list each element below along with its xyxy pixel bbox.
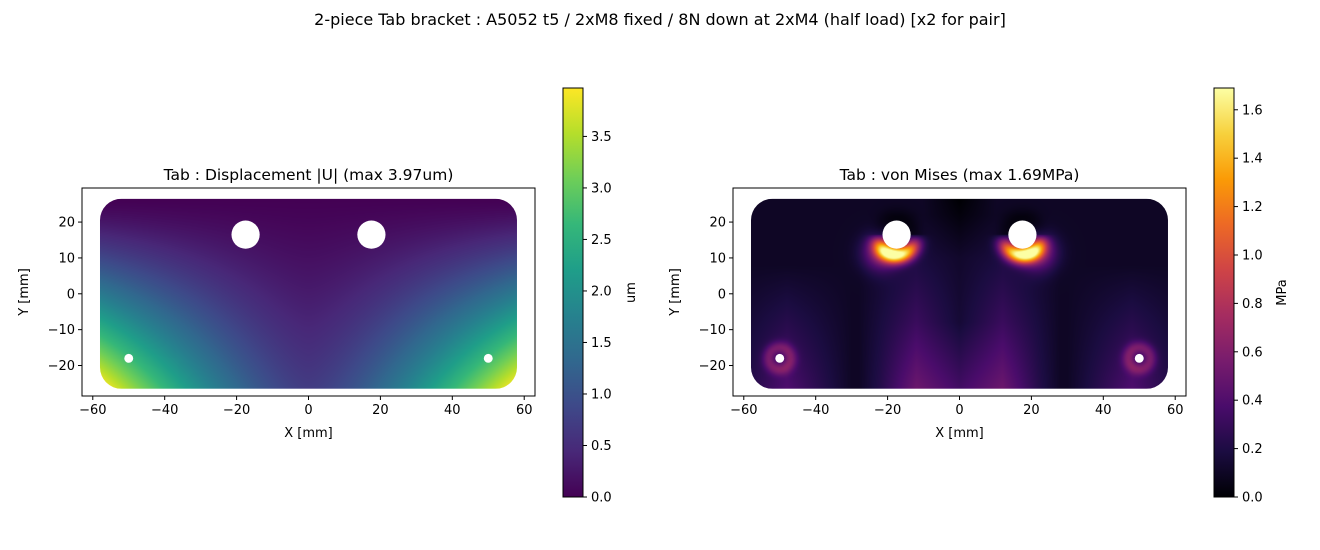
colorbar-tick-label-1-1: 0.0 — [591, 491, 612, 506]
load-hole-2-1 — [775, 353, 785, 363]
colorbar-tick-label-2-2: 0.2 — [1242, 442, 1263, 457]
y-tick-label-2-3: 0 — [718, 287, 726, 302]
x-tick-label-2-5: 20 — [1023, 403, 1040, 418]
colorbar-label-1: um — [624, 282, 639, 303]
y-axis-label-1: Y [mm] — [17, 268, 32, 317]
x-tick-label-2-1: −60 — [730, 403, 757, 418]
fixed-hole-2-2 — [1008, 220, 1037, 249]
colorbar-tick-label-2-9: 1.6 — [1242, 103, 1263, 118]
fixed-hole-1-2 — [357, 220, 386, 249]
colorbar-tick-label-1-6: 2.5 — [591, 233, 612, 248]
y-tick-label-2-2: −10 — [699, 323, 726, 338]
fixed-hole-1-1 — [231, 220, 260, 249]
colorbar-tick-label-2-6: 1.0 — [1242, 248, 1263, 263]
y-tick-label-1-1: −20 — [48, 359, 75, 374]
x-axis-label-1: X [mm] — [284, 426, 333, 441]
x-tick-label-2-7: 60 — [1167, 403, 1184, 418]
y-tick-label-1-3: 0 — [67, 287, 75, 302]
colorbar-2 — [1213, 87, 1235, 498]
y-tick-label-2-1: −20 — [699, 359, 726, 374]
x-tick-label-1-2: −40 — [151, 403, 178, 418]
load-hole-2-2 — [1134, 353, 1144, 363]
colorbar-tick-label-2-3: 0.4 — [1242, 394, 1263, 409]
figure-suptitle: 2-piece Tab bracket : A5052 t5 / 2xM8 fi… — [314, 10, 1006, 29]
x-tick-label-1-6: 40 — [444, 403, 461, 418]
colorbar-1 — [562, 87, 584, 498]
colorbar-tick-label-1-5: 2.0 — [591, 284, 612, 299]
colorbar-tick-label-1-7: 3.0 — [591, 181, 612, 196]
chart-title-1: Tab : Displacement |U| (max 3.97um) — [163, 166, 454, 184]
x-tick-label-2-6: 40 — [1095, 403, 1112, 418]
heatmap-field-2 — [750, 198, 1168, 389]
fixed-hole-2-1 — [882, 220, 911, 249]
colorbar-tick-label-1-8: 3.5 — [591, 130, 612, 145]
load-hole-1-1 — [124, 353, 134, 363]
chart-panel-2: −60 −40 −20 0 20 40 60 −20 −10 0 10 20 Tab : von Mis… — [668, 87, 1290, 506]
x-tick-label-1-4: 0 — [304, 403, 312, 418]
x-tick-label-2-4: 0 — [955, 403, 963, 418]
load-hole-1-2 — [483, 353, 493, 363]
y-tick-label-1-4: 10 — [58, 251, 75, 266]
colorbar-tick-label-1-4: 1.5 — [591, 336, 612, 351]
x-tick-label-1-7: 60 — [516, 403, 533, 418]
y-tick-label-1-5: 20 — [58, 216, 75, 231]
chart-panel-1: −60 −40 −20 0 20 40 60 −20 −10 0 10 20 Tab : Displac… — [17, 87, 639, 506]
chart-title-2: Tab : von Mises (max 1.69MPa) — [839, 166, 1080, 184]
x-tick-label-2-3: −20 — [874, 403, 901, 418]
y-tick-label-1-2: −10 — [48, 323, 75, 338]
x-axis-label-2: X [mm] — [935, 426, 984, 441]
colorbar-tick-label-1-3: 1.0 — [591, 387, 612, 402]
colorbar-tick-label-1-2: 0.5 — [591, 439, 612, 454]
heatmap-field-1 — [99, 198, 517, 389]
x-tick-label-2-2: −40 — [802, 403, 829, 418]
colorbar-tick-label-2-5: 0.8 — [1242, 297, 1263, 312]
colorbar-tick-label-2-4: 0.6 — [1242, 345, 1263, 360]
y-tick-label-2-5: 20 — [709, 216, 726, 231]
y-axis-label-2: Y [mm] — [668, 268, 683, 317]
x-tick-label-1-1: −60 — [79, 403, 106, 418]
y-tick-label-2-4: 10 — [709, 251, 726, 266]
colorbar-tick-label-2-1: 0.0 — [1242, 491, 1263, 506]
x-tick-label-1-3: −20 — [223, 403, 250, 418]
colorbar-label-2: MPa — [1275, 279, 1290, 305]
x-tick-label-1-5: 20 — [372, 403, 389, 418]
colorbar-tick-label-2-7: 1.2 — [1242, 200, 1263, 215]
panels: −60 −40 −20 0 20 40 60 −20 −10 0 10 20 Tab : Displac… — [17, 87, 1290, 506]
colorbar-tick-label-2-8: 1.4 — [1242, 152, 1263, 167]
